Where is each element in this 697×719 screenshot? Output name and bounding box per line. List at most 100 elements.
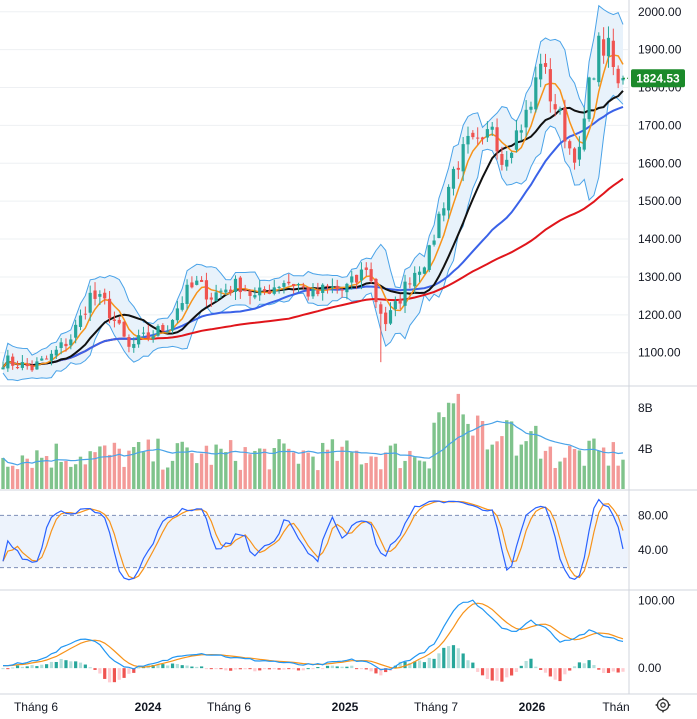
candle-33 [161,323,165,332]
candle-115 [558,106,562,115]
candle-19 [93,282,97,306]
volume-bar-8 [40,457,44,489]
candle-72 [350,270,354,290]
candle-48 [233,275,238,300]
macd-histogram-102 [495,668,499,681]
macd-histogram-85 [413,661,417,669]
candle-27 [132,337,136,353]
bollinger-upper-line [2,4,624,362]
candle-body-73 [354,274,359,283]
candle-body-32 [156,326,160,336]
volume-bar-80 [388,445,393,489]
candle-18 [88,285,92,322]
candle-119 [577,136,582,167]
macd-histogram-123 [597,668,601,670]
candle-body-50 [243,289,247,292]
candle-109 [529,101,533,114]
volume-bar-57 [277,439,281,489]
macd-histogram-5 [25,666,29,669]
stoch-d-line [2,500,624,580]
candle-body-38 [185,284,189,304]
macd-histogram-98 [476,668,480,672]
stoch-band [0,515,628,568]
candle-128 [621,75,625,85]
candle-body-80 [388,310,393,324]
volume-bar-19 [93,452,97,489]
candle-103 [500,146,504,171]
candle-117 [568,139,572,155]
candle-body-81 [393,301,397,310]
volume-bar-56 [272,447,276,489]
settings-gear-icon[interactable] [655,697,671,713]
candle-body-25 [122,321,126,337]
volume-bar-33 [161,469,165,489]
macd-signal-line [3,602,624,669]
candle-body-21 [103,292,107,299]
candle-76 [369,262,373,284]
candle-82 [398,294,402,310]
volume-bar-109 [529,431,533,489]
candle-body-41 [199,279,204,282]
macd-histogram-56 [272,668,276,670]
volume-bar-30 [146,439,151,489]
candle-17 [83,306,87,320]
candle-body-119 [577,146,582,160]
volume-bar-68 [330,439,335,489]
time-axis-label: 2026 [519,700,546,714]
candle-50 [243,284,247,292]
candle-38 [185,279,189,310]
candle-9 [44,355,49,360]
macd-histogram-28 [137,667,141,669]
volume-bar-50 [243,447,247,489]
volume-bar-88 [427,468,431,489]
candle-80 [388,302,393,325]
volume-bar-4 [20,455,25,489]
macd-histogram-34 [166,665,170,669]
pane-separators [0,0,697,695]
candle-69 [335,279,339,294]
macd-histogram-65 [316,667,320,669]
macd-histogram-120 [582,663,586,669]
candle-body-111 [539,63,543,80]
volume-bar-31 [151,461,155,489]
macd-histogram-38 [185,665,189,669]
macd-histogram-126 [611,668,615,672]
macd-tick-label: 0.00 [638,661,662,675]
macd-histogram-74 [359,668,364,670]
candle-body-15 [74,324,78,338]
candle-body-126 [611,40,615,68]
candle-83 [403,274,407,313]
volume-bar-47 [228,440,233,489]
volume-bar-105 [509,421,514,489]
candle-body-123 [597,35,601,83]
volume-bar-52 [253,450,257,489]
candle-body-62 [301,286,305,288]
volume-bar-70 [340,446,344,489]
volume-bar-128 [621,459,625,489]
candle-body-112 [543,63,548,67]
candle-88 [427,244,431,273]
candle-96 [466,126,470,154]
price-tick-label: 1500.00 [638,194,682,208]
volume-bar-81 [393,443,398,489]
macd-histogram-19 [93,668,97,670]
candle-101 [490,122,494,136]
macd-histogram-70 [340,666,344,669]
price-tick-label: 1200.00 [638,308,682,322]
candle-123 [597,32,601,87]
macd-histogram-88 [427,657,431,669]
candle-44 [214,284,218,302]
candle-63 [306,287,310,301]
candle-78 [379,301,383,363]
candle-body-14 [69,339,73,346]
volume-bar-122 [592,438,596,489]
candle-body-65 [316,290,320,295]
bollinger-lower-line [2,94,624,382]
volume-bar-87 [422,461,427,489]
volume-bar-16 [78,456,83,489]
volume-bar-45 [219,448,223,489]
volume-bar-96 [466,423,470,489]
candle-113 [548,58,552,113]
macd-histogram-76 [369,668,373,672]
